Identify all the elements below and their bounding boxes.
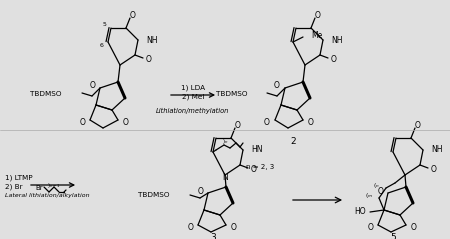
- Text: O: O: [367, 223, 373, 232]
- Text: 6: 6: [99, 43, 103, 48]
- Text: 1) LDA: 1) LDA: [181, 85, 205, 91]
- Text: O: O: [89, 81, 95, 91]
- Text: O: O: [197, 186, 203, 196]
- Text: O: O: [431, 164, 437, 174]
- Text: TBDMSO: TBDMSO: [31, 91, 62, 97]
- Text: Me: Me: [311, 31, 322, 39]
- Text: TBDMSO: TBDMSO: [216, 91, 247, 97]
- Text: 2) Br: 2) Br: [5, 184, 23, 190]
- Text: TBDMSO: TBDMSO: [139, 192, 170, 198]
- Text: O: O: [274, 81, 280, 91]
- Text: O: O: [411, 223, 417, 232]
- Text: 2) MeI: 2) MeI: [182, 94, 204, 100]
- Text: O: O: [415, 120, 421, 130]
- Text: O: O: [123, 118, 129, 126]
- Text: O: O: [79, 118, 85, 126]
- Text: O: O: [231, 223, 237, 232]
- Text: NH: NH: [431, 146, 442, 154]
- Text: O: O: [251, 164, 257, 174]
- Text: 5: 5: [102, 22, 106, 27]
- Text: n = 2, 3: n = 2, 3: [246, 164, 274, 170]
- Text: $(_n$: $(_n$: [373, 180, 379, 190]
- Text: Lithiation/methylation: Lithiation/methylation: [156, 108, 230, 114]
- Text: O: O: [315, 11, 321, 20]
- Text: 1) LTMP: 1) LTMP: [5, 175, 32, 181]
- Text: O: O: [130, 11, 136, 20]
- Text: $)_n$: $)_n$: [222, 136, 228, 146]
- Text: O: O: [377, 186, 383, 196]
- Text: N: N: [222, 174, 228, 183]
- Text: O: O: [264, 118, 270, 126]
- Text: NH: NH: [331, 36, 342, 44]
- Text: $(_m$: $(_m$: [365, 190, 373, 200]
- Text: 5: 5: [390, 234, 396, 239]
- Text: Br: Br: [35, 185, 43, 191]
- Text: NH: NH: [146, 36, 158, 44]
- Text: O: O: [235, 120, 241, 130]
- Text: O: O: [308, 118, 314, 126]
- Text: Lateral lithiation/alkylation: Lateral lithiation/alkylation: [5, 194, 90, 199]
- Text: 3: 3: [210, 234, 216, 239]
- Text: HO: HO: [355, 207, 366, 217]
- Text: O: O: [187, 223, 193, 232]
- Text: 2: 2: [290, 137, 296, 147]
- Text: O: O: [146, 54, 152, 64]
- Text: O: O: [331, 54, 337, 64]
- Text: HN: HN: [251, 146, 262, 154]
- Text: $)_{n-1}$: $)_{n-1}$: [47, 180, 61, 190]
